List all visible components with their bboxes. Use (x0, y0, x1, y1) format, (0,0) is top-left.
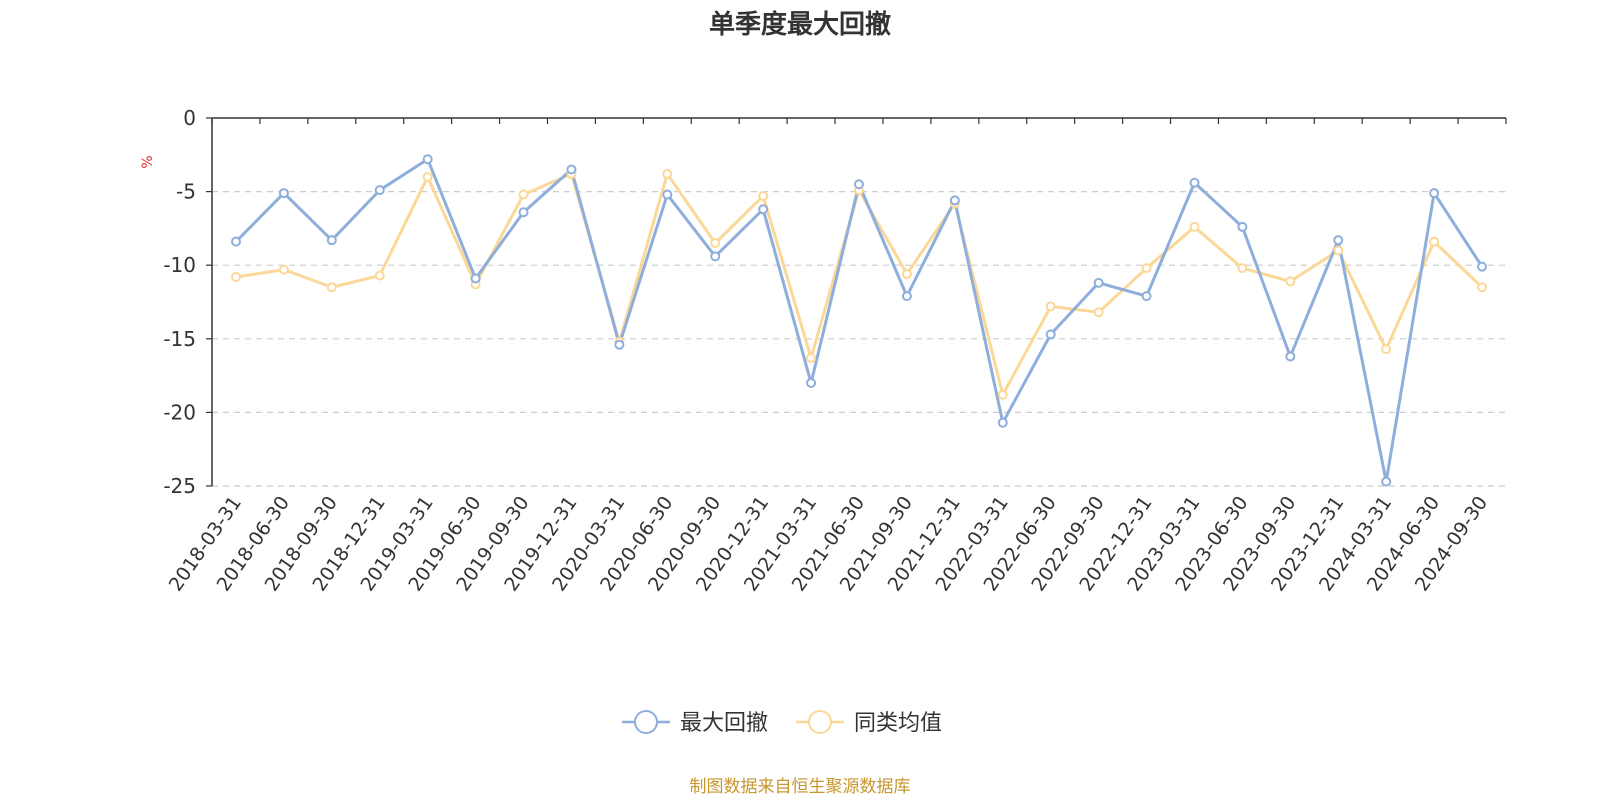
y-tick-label: -5 (176, 180, 196, 204)
data-point[interactable] (566, 164, 577, 175)
data-point[interactable] (374, 185, 385, 196)
data-point[interactable] (1477, 261, 1488, 272)
data-point[interactable] (1285, 351, 1296, 362)
series-line-1 (235, 172, 1484, 397)
data-point[interactable] (901, 291, 912, 302)
data-point[interactable] (1093, 277, 1104, 288)
data-point[interactable] (1333, 245, 1344, 256)
series-lines (230, 154, 1488, 487)
data-point[interactable] (422, 171, 433, 182)
data-point[interactable] (901, 269, 912, 280)
data-point[interactable] (1045, 329, 1056, 340)
y-tick-labels: 0 -5 -10 -15 -20 -25 (163, 106, 196, 498)
data-point[interactable] (518, 189, 529, 200)
axes (206, 117, 1507, 487)
data-point[interactable] (997, 417, 1008, 428)
y-tick-label: -10 (163, 253, 196, 277)
source-note: 制图数据来自恒生聚源数据库 (690, 777, 911, 797)
data-point[interactable] (854, 179, 864, 190)
data-point[interactable] (230, 236, 241, 247)
data-point[interactable] (278, 188, 289, 199)
y-axis-label: % (140, 155, 156, 168)
x-tick-labels: 2018-03-312018-06-302018-09-302018-12-31… (165, 492, 1492, 595)
data-point[interactable] (949, 195, 960, 206)
data-point[interactable] (1237, 263, 1248, 274)
data-point[interactable] (662, 189, 673, 200)
legend-marker (808, 710, 832, 734)
legend-label[interactable]: 最大回撤 (680, 711, 768, 736)
data-point[interactable] (230, 271, 241, 282)
data-point[interactable] (758, 191, 769, 202)
data-point[interactable] (614, 339, 625, 350)
data-point[interactable] (1381, 344, 1392, 355)
y-tick-label: -20 (163, 400, 196, 424)
chart-title: 单季度最大回撤 (709, 9, 891, 40)
data-point[interactable] (1429, 236, 1440, 247)
data-point[interactable] (1189, 177, 1200, 188)
series-line-0 (234, 157, 1484, 484)
data-point[interactable] (1189, 221, 1200, 232)
y-tick-label: 0 (183, 106, 196, 130)
gridlines (212, 191, 1506, 487)
data-point[interactable] (278, 264, 289, 275)
data-point[interactable] (1285, 276, 1296, 287)
data-point[interactable] (326, 235, 337, 246)
data-point[interactable] (997, 389, 1008, 400)
data-point[interactable] (1141, 291, 1152, 302)
data-point[interactable] (806, 377, 817, 388)
y-tick-label: -15 (163, 327, 196, 351)
legend-label[interactable]: 同类均值 (854, 711, 942, 736)
data-point[interactable] (470, 273, 481, 284)
data-point[interactable] (1045, 301, 1056, 312)
y-tick-label: -25 (163, 474, 196, 498)
data-point[interactable] (1093, 307, 1104, 318)
data-point[interactable] (806, 352, 817, 363)
data-point[interactable] (422, 154, 433, 165)
legend: 最大回撤 同类均值 (622, 710, 942, 736)
data-point[interactable] (1429, 188, 1440, 199)
data-point[interactable] (374, 270, 385, 281)
data-point[interactable] (1381, 476, 1392, 487)
data-point[interactable] (518, 207, 529, 218)
data-point[interactable] (710, 251, 721, 262)
data-point[interactable] (326, 282, 337, 293)
data-point[interactable] (1477, 282, 1488, 293)
data-point[interactable] (710, 238, 721, 249)
data-point[interactable] (1333, 235, 1344, 246)
data-point[interactable] (758, 204, 769, 215)
data-point[interactable] (662, 168, 673, 179)
data-point[interactable] (1237, 221, 1248, 232)
legend-marker (634, 710, 658, 734)
data-point[interactable] (1141, 263, 1152, 274)
